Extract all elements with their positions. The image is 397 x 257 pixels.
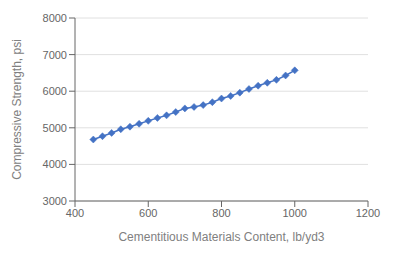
svg-text:3000: 3000 [43,195,67,207]
svg-text:5000: 5000 [43,122,67,134]
svg-text:1000: 1000 [283,207,307,219]
svg-text:7000: 7000 [43,49,67,61]
svg-text:Cementitious Materials Content: Cementitious Materials Content, lb/yd3 [118,230,324,244]
svg-text:6000: 6000 [43,85,67,97]
svg-text:Compressive Strength, psi: Compressive Strength, psi [10,39,24,180]
svg-text:1200: 1200 [356,207,380,219]
svg-text:400: 400 [66,207,84,219]
svg-text:8000: 8000 [43,12,67,24]
svg-text:4000: 4000 [43,158,67,170]
svg-text:800: 800 [212,207,230,219]
svg-text:600: 600 [139,207,157,219]
